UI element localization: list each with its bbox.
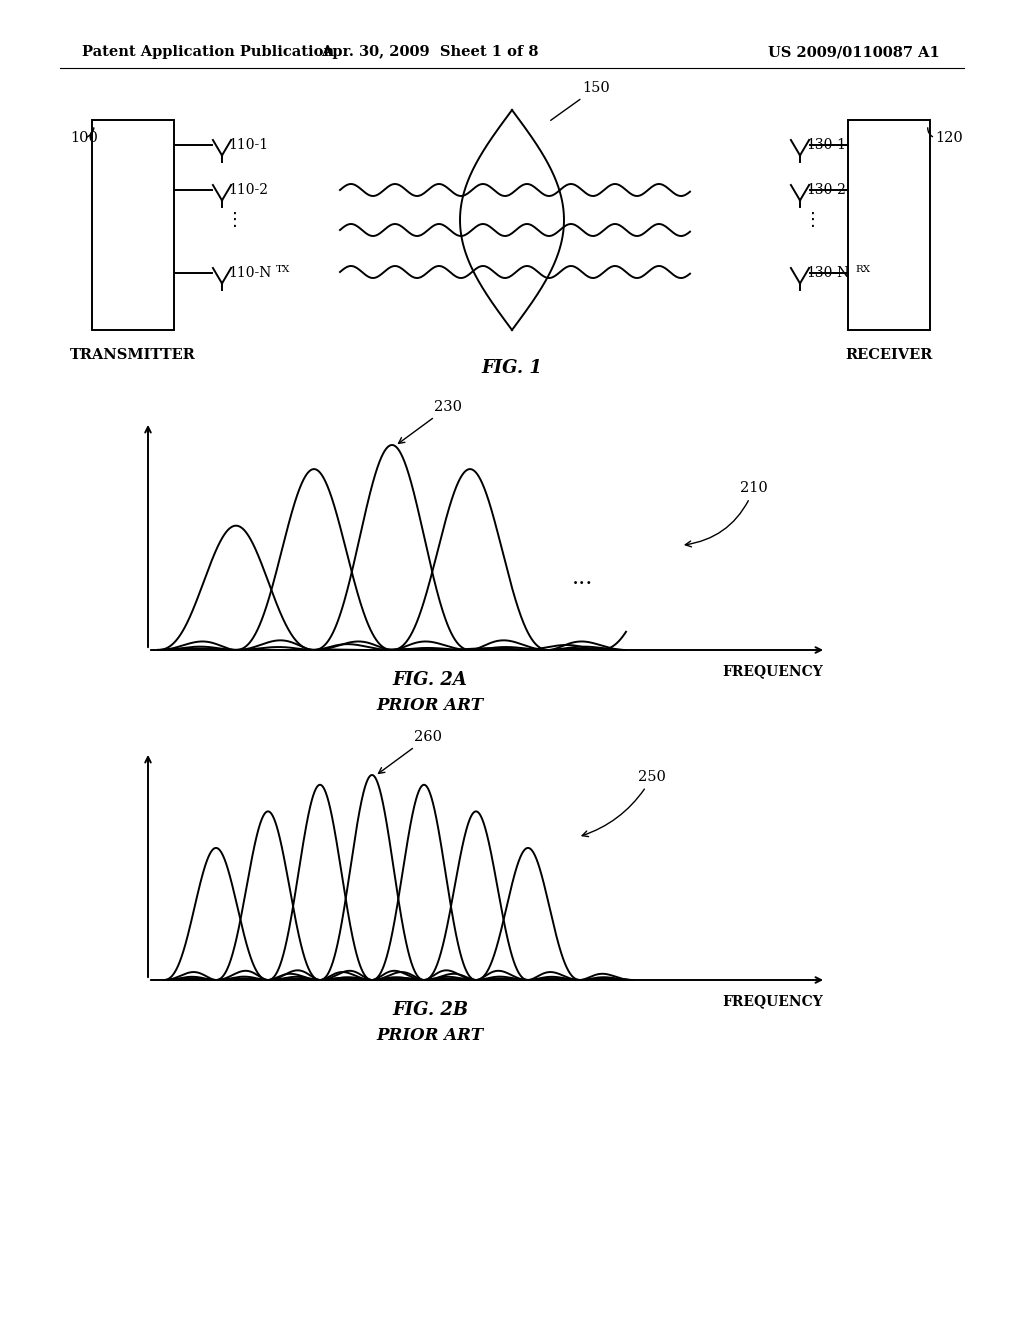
Text: RX: RX bbox=[855, 265, 870, 275]
Text: Patent Application Publication: Patent Application Publication bbox=[82, 45, 334, 59]
Text: FIG. 2A: FIG. 2A bbox=[392, 671, 467, 689]
Text: 130-2: 130-2 bbox=[806, 183, 846, 197]
Text: 210: 210 bbox=[685, 482, 768, 546]
Text: 130-N: 130-N bbox=[806, 267, 849, 280]
Text: RECEIVER: RECEIVER bbox=[846, 348, 933, 362]
Bar bbox=[848, 120, 930, 330]
Text: 110-1: 110-1 bbox=[228, 139, 268, 152]
Text: FIG. 1: FIG. 1 bbox=[481, 359, 543, 378]
Text: 250: 250 bbox=[582, 770, 666, 837]
Text: ⋮: ⋮ bbox=[226, 211, 244, 228]
Text: PRIOR ART: PRIOR ART bbox=[377, 697, 483, 714]
Text: 230: 230 bbox=[398, 400, 462, 444]
Text: TX: TX bbox=[276, 265, 291, 275]
Text: Apr. 30, 2009  Sheet 1 of 8: Apr. 30, 2009 Sheet 1 of 8 bbox=[322, 45, 539, 59]
Bar bbox=[92, 120, 174, 330]
Text: ⋮: ⋮ bbox=[804, 211, 822, 228]
Text: 110-N: 110-N bbox=[228, 267, 271, 280]
Text: US 2009/0110087 A1: US 2009/0110087 A1 bbox=[768, 45, 940, 59]
Text: 150: 150 bbox=[551, 81, 609, 120]
Text: FIG. 2B: FIG. 2B bbox=[392, 1001, 468, 1019]
Text: PRIOR ART: PRIOR ART bbox=[377, 1027, 483, 1044]
Text: 130-1: 130-1 bbox=[806, 139, 846, 152]
Text: FREQUENCY: FREQUENCY bbox=[722, 664, 823, 678]
Text: 100: 100 bbox=[70, 131, 98, 145]
Text: 120: 120 bbox=[935, 131, 963, 145]
Text: 110-2: 110-2 bbox=[228, 183, 268, 197]
Text: 260: 260 bbox=[379, 730, 442, 774]
Text: TRANSMITTER: TRANSMITTER bbox=[70, 348, 196, 362]
Text: FREQUENCY: FREQUENCY bbox=[722, 994, 823, 1008]
Text: ...: ... bbox=[572, 568, 594, 589]
